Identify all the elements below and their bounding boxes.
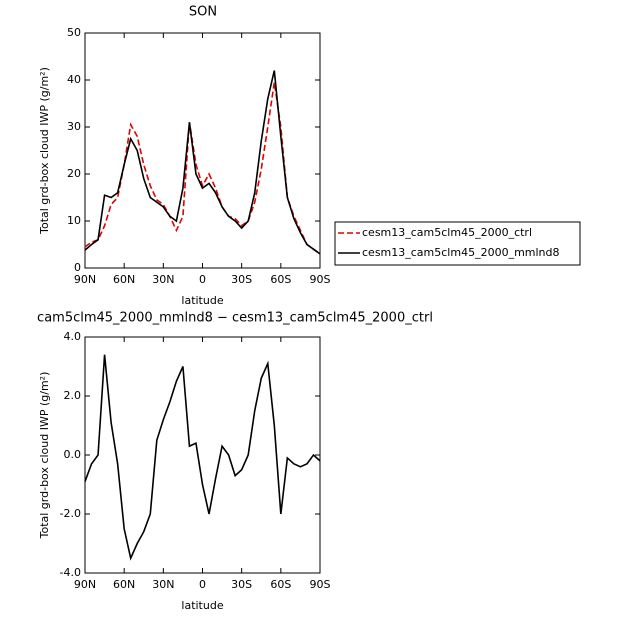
y-tick-label: 10 <box>67 214 81 227</box>
y-tick-label: 20 <box>67 167 81 180</box>
y-axis-label: Total grd-box cloud IWP (g/m²) <box>38 67 51 235</box>
x-tick-label: 60N <box>113 578 135 591</box>
y-tick-label: 40 <box>67 73 81 86</box>
plot-frame <box>84 336 321 574</box>
x-tick-label: 90N <box>74 273 96 286</box>
y-tick-label: 4.0 <box>64 330 82 343</box>
y-axis-label: Total grd-box cloud IWP (g/m²) <box>38 372 51 540</box>
x-tick-label: 90S <box>310 273 331 286</box>
x-tick-label: 60S <box>270 578 291 591</box>
y-tick-label: 0.0 <box>64 448 82 461</box>
x-tick-label: 30S <box>231 578 252 591</box>
x-tick-label: 0 <box>199 578 206 591</box>
x-tick-label: 30N <box>152 578 174 591</box>
y-tick-label: 2.0 <box>64 389 82 402</box>
plot-frame <box>84 32 321 269</box>
chart-title: cam5clm45_2000_mmlnd8 − cesm13_cam5clm45… <box>37 311 433 326</box>
legend-box <box>334 221 581 266</box>
x-tick-label: 30N <box>152 273 174 286</box>
x-tick-label: 30S <box>231 273 252 286</box>
y-tick-label: 50 <box>67 26 81 39</box>
x-tick-label: 90N <box>74 578 96 591</box>
y-tick-label: -2.0 <box>60 507 81 520</box>
legend-label: cesm13_cam5clm45_2000_ctrl <box>362 226 532 239</box>
x-tick-label: 0 <box>199 273 206 286</box>
data-line <box>84 354 321 561</box>
x-tick-label: 60S <box>270 273 291 286</box>
y-tick-label: 0 <box>74 261 81 274</box>
legend-label: cesm13_cam5clm45_2000_mmlnd8 <box>362 246 560 259</box>
x-tick-label: 90S <box>310 578 331 591</box>
chart-title: SON <box>189 5 217 20</box>
data-line <box>84 70 321 255</box>
x-axis-label: latitude <box>181 294 223 307</box>
x-tick-label: 60N <box>113 273 135 286</box>
y-tick-label: 30 <box>67 120 81 133</box>
x-axis-label: latitude <box>181 599 223 612</box>
y-tick-label: -4.0 <box>60 566 81 579</box>
